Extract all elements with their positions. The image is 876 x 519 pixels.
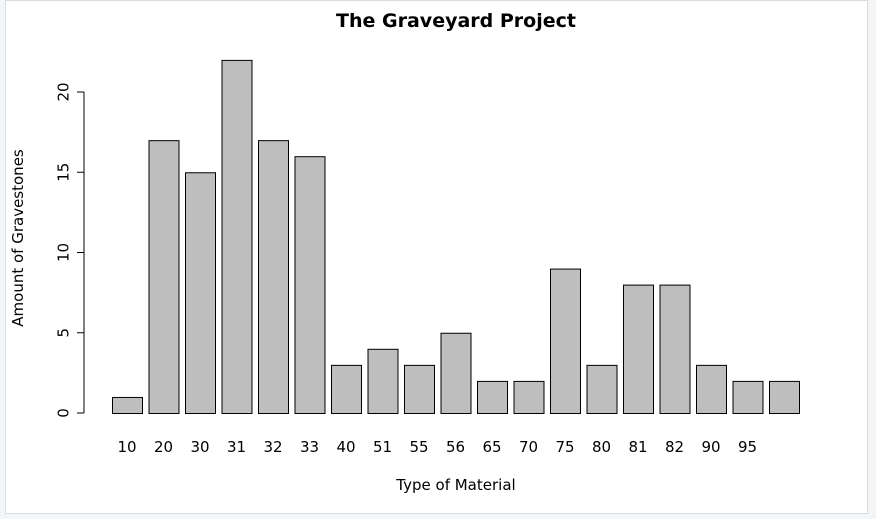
bar <box>367 348 399 414</box>
bar <box>221 59 253 415</box>
bar <box>769 380 800 414</box>
bar <box>477 380 508 414</box>
y-tick-label: 15 <box>54 163 72 182</box>
bar <box>513 380 545 414</box>
y-axis: 0 5 10 15 20 <box>54 82 85 418</box>
bar <box>550 268 581 414</box>
x-tick-label: 55 <box>409 438 428 456</box>
bar <box>586 364 618 415</box>
chart-title: The Graveyard Project <box>336 10 576 32</box>
bar <box>185 172 216 414</box>
bar <box>696 364 727 415</box>
bar <box>440 332 472 414</box>
bars <box>112 59 800 415</box>
y-tick-label: 0 <box>54 408 72 418</box>
x-tick-label: 33 <box>300 438 319 456</box>
bar <box>331 364 362 415</box>
bar <box>623 284 654 414</box>
x-tick-label: 20 <box>154 438 173 456</box>
bar <box>294 156 326 414</box>
x-tick-label: 65 <box>482 438 501 456</box>
bar <box>659 284 691 414</box>
x-tick-label: 30 <box>190 438 209 456</box>
x-axis-title: Type of Material <box>395 476 515 494</box>
x-tick-label: 82 <box>665 438 684 456</box>
x-tick-label: 10 <box>117 438 136 456</box>
x-tick-label: 40 <box>336 438 355 456</box>
x-tick-labels: 10 20 30 31 32 33 40 51 55 56 65 70 75 80 81 82 90 95 <box>117 438 757 456</box>
bar <box>404 364 435 415</box>
x-tick-label: 31 <box>227 438 246 456</box>
x-tick-label: 75 <box>555 438 574 456</box>
bar <box>112 396 143 415</box>
x-tick-label: 70 <box>519 438 538 456</box>
x-tick-label: 95 <box>738 438 757 456</box>
x-tick-label: 80 <box>592 438 611 456</box>
bar <box>258 140 289 414</box>
x-tick-label: 51 <box>373 438 392 456</box>
bar <box>148 140 180 414</box>
y-tick-label: 20 <box>54 82 72 101</box>
x-tick-label: 90 <box>701 438 720 456</box>
y-tick-label: 5 <box>54 328 72 338</box>
y-tick-label: 10 <box>54 243 72 262</box>
x-tick-label: 32 <box>263 438 282 456</box>
y-axis-title: Amount of Gravestones <box>9 149 27 327</box>
x-tick-label: 56 <box>446 438 465 456</box>
x-tick-label: 81 <box>628 438 647 456</box>
bar <box>732 380 764 414</box>
